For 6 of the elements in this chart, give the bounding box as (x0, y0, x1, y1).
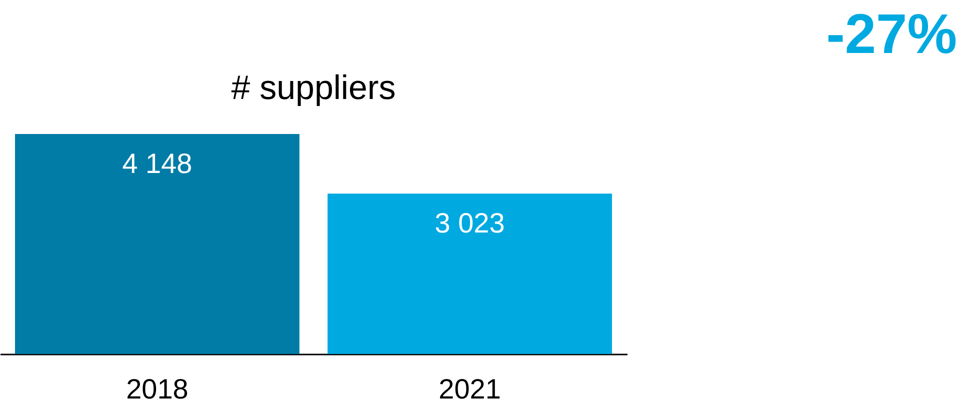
data-label: 3 023 (434, 208, 505, 239)
x-tick-label: 2021 (438, 374, 501, 404)
x-tick-label: 2018 (126, 374, 188, 404)
chart-title: # suppliers (231, 69, 396, 107)
data-label: 4 148 (122, 148, 192, 179)
text: -27% (826, 2, 957, 65)
